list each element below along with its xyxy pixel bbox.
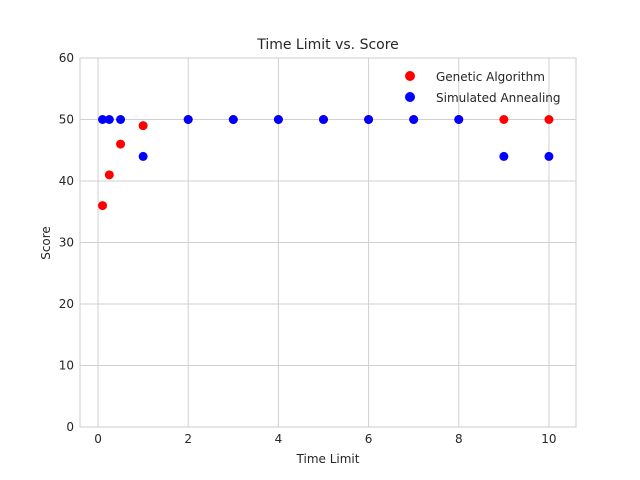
y-tick-label: 10: [59, 359, 74, 373]
point-simulated-annealing: [409, 115, 419, 124]
legend-label-simulated-annealing: Simulated Annealing: [436, 91, 561, 105]
point-genetic-algorithm: [544, 115, 554, 124]
point-genetic-algorithm: [116, 139, 126, 149]
x-tick-label: 4: [275, 432, 283, 446]
point-simulated-annealing: [228, 115, 238, 124]
point-simulated-annealing: [544, 151, 554, 161]
point-simulated-annealing: [364, 115, 374, 124]
legend-marker-simulated-annealing: [405, 92, 415, 102]
plot-frame: [79, 57, 577, 428]
y-tick-label: 20: [59, 297, 74, 311]
data-points: [98, 115, 554, 211]
y-axis-label: Score: [39, 226, 53, 260]
point-simulated-annealing: [499, 151, 509, 161]
point-simulated-annealing: [273, 115, 283, 124]
x-tick-label: 0: [94, 432, 102, 446]
x-tick-label: 6: [365, 432, 373, 446]
point-simulated-annealing: [183, 115, 193, 124]
point-genetic-algorithm: [499, 115, 509, 124]
legend-marker-genetic-algorithm: [405, 71, 415, 81]
x-axis-label: Time Limit: [296, 452, 360, 466]
legend: Genetic Algorithm Simulated Annealing: [405, 70, 561, 105]
x-axis-ticks: 0 2 4 6 8 10: [94, 432, 556, 446]
grid: [80, 57, 576, 428]
y-tick-label: 0: [66, 420, 74, 434]
point-simulated-annealing: [318, 115, 328, 124]
x-tick-label: 10: [541, 432, 556, 446]
y-tick-label: 30: [59, 236, 74, 250]
x-tick-label: 8: [455, 432, 463, 446]
point-genetic-algorithm: [104, 170, 114, 180]
point-simulated-annealing: [98, 115, 108, 124]
point-simulated-annealing: [104, 115, 114, 124]
chart-title: Time Limit vs. Score: [256, 37, 399, 53]
point-genetic-algorithm: [98, 201, 108, 211]
y-tick-label: 50: [59, 113, 74, 127]
point-simulated-annealing: [116, 115, 126, 124]
plot-border: [79, 57, 577, 428]
y-axis-ticks: 0 10 20 30 40 50 60: [59, 51, 74, 434]
x-tick-label: 2: [184, 432, 192, 446]
point-simulated-annealing: [454, 115, 464, 124]
point-genetic-algorithm: [138, 121, 148, 131]
y-tick-label: 60: [59, 51, 74, 65]
legend-label-genetic-algorithm: Genetic Algorithm: [436, 70, 545, 84]
y-tick-label: 40: [59, 174, 74, 188]
point-simulated-annealing: [138, 151, 148, 161]
